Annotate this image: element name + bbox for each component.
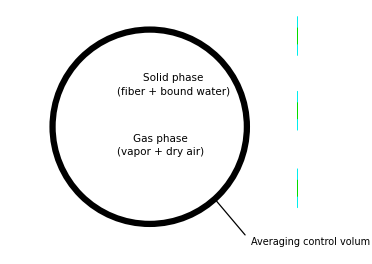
PathPatch shape [8,0,323,264]
Text: Solid phase
(fiber + bound water): Solid phase (fiber + bound water) [117,73,230,96]
Circle shape [52,30,247,224]
Text: Averaging control volum: Averaging control volum [251,237,370,247]
Text: Gas phase
(vapor + dry air): Gas phase (vapor + dry air) [117,134,204,157]
